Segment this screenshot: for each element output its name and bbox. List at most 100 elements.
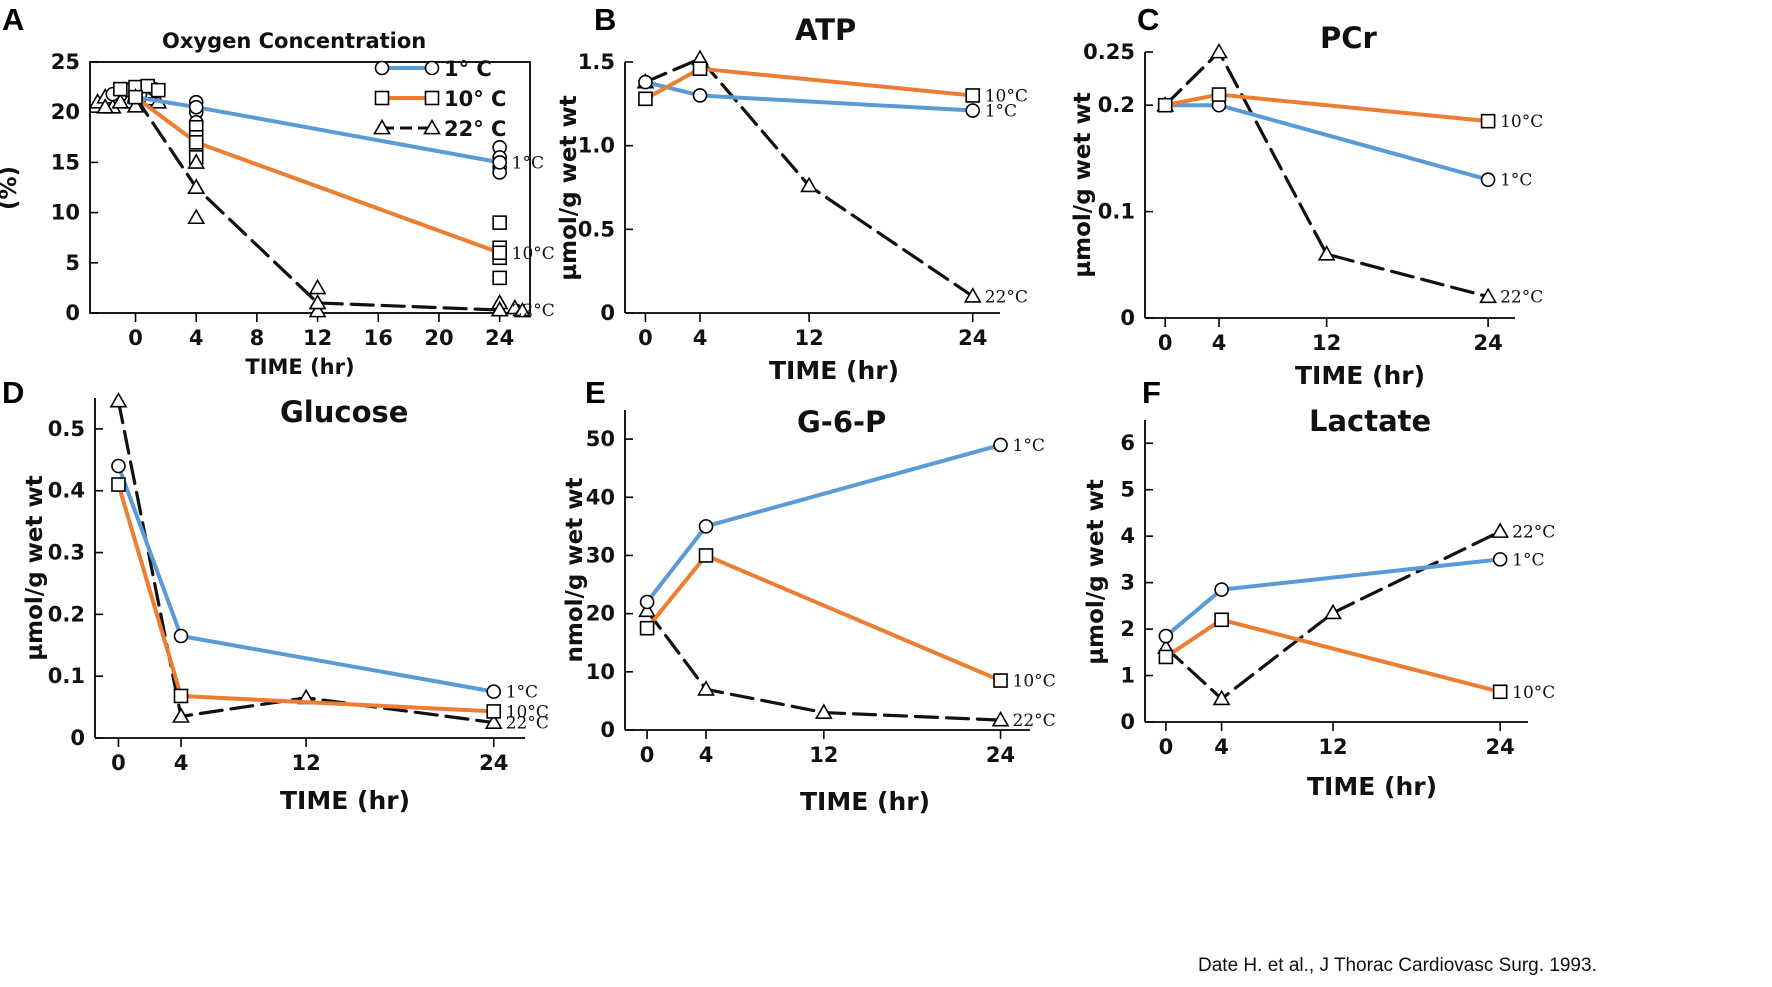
x-tick-label: 0 [640, 743, 655, 767]
data-point [1492, 684, 1508, 700]
data-point [109, 391, 128, 408]
data-point [111, 477, 126, 492]
series-10-c: 10°C [128, 89, 555, 264]
x-tick-label: 24 [479, 751, 508, 775]
panel-letter: A [2, 2, 24, 37]
series-1-c: 1°C [111, 458, 538, 703]
raw-point-triangle [308, 301, 327, 318]
y-tick-label: 0.1 [48, 664, 85, 688]
raw-point-square [113, 81, 128, 97]
data-point [172, 707, 190, 723]
series-1-c: 1°C [1158, 550, 1544, 644]
series-1-c: 1°C [1157, 97, 1532, 191]
y-axis-label: nmol/g wet wt [562, 478, 588, 663]
y-tick-label: 0 [1120, 306, 1135, 330]
data-point [1324, 603, 1342, 620]
series-end-label: 10°C [985, 86, 1028, 106]
series-line [1163, 50, 1490, 299]
y-tick-label: 0 [70, 726, 85, 750]
x-tick-label: 12 [794, 326, 823, 350]
data-point [1492, 552, 1508, 567]
x-tick-label: 4 [1214, 735, 1229, 759]
data-point [1210, 42, 1228, 59]
series-end-label: 10°C [1512, 683, 1555, 703]
y-axis-label: µmol/g wet wt [1070, 92, 1096, 278]
y-tick-label: 10 [51, 201, 80, 225]
data-point [991, 710, 1010, 727]
raw-point-triangle [187, 153, 206, 169]
x-tick-label: 4 [693, 326, 708, 350]
series-22-c: 22°C [1156, 42, 1543, 308]
series-end-label: 10°C [506, 702, 549, 722]
series-end-label: 1°C [1512, 550, 1544, 570]
data-point [1480, 113, 1496, 129]
raw-point-triangle [187, 208, 206, 225]
panel-letter: F [1142, 375, 1161, 410]
x-tick-label: 8 [250, 326, 265, 350]
data-point [1317, 245, 1336, 261]
series-end-label: 22°C [512, 301, 555, 321]
data-point [638, 74, 653, 90]
chart-title: G-6-P [797, 405, 886, 439]
series-10-c: 10°C [1158, 612, 1555, 703]
series-end-label: 22°C [985, 287, 1028, 307]
series-end-label: 1°C [512, 153, 544, 173]
data-point [1479, 287, 1497, 304]
legend-label: 22° C [444, 117, 506, 141]
chart-title: Lactate [1309, 404, 1431, 438]
raw-point-square [492, 270, 507, 286]
data-point [993, 437, 1008, 453]
data-point [993, 673, 1008, 688]
panel-letter: D [2, 375, 24, 410]
y-tick-label: 0.3 [48, 541, 85, 565]
data-point [1158, 628, 1174, 644]
legend-marker [374, 90, 390, 106]
x-tick-label: 24 [1473, 331, 1502, 355]
series-end-label: 1°C [985, 102, 1017, 122]
data-point [963, 287, 982, 303]
x-tick-label: 24 [986, 743, 1015, 767]
data-point [486, 704, 502, 719]
x-tick-label: 12 [1312, 331, 1341, 355]
data-point [187, 178, 206, 194]
y-tick-label: 0.5 [48, 417, 85, 441]
y-tick-label: 0.1 [1098, 200, 1135, 224]
data-point [1211, 87, 1227, 102]
x-tick-label: 24 [485, 326, 514, 350]
data-point [638, 601, 656, 618]
y-tick-label: 4 [1120, 524, 1135, 548]
raw-point-triangle [308, 278, 327, 295]
x-axis-label: TIME (hr) [280, 786, 410, 815]
x-axis-label: TIME (hr) [245, 355, 354, 379]
x-tick-label: 4 [1212, 331, 1227, 355]
data-point [814, 703, 833, 719]
data-point [111, 458, 126, 474]
series-line [116, 399, 496, 725]
x-tick-label: 24 [1486, 735, 1515, 759]
series-end-label: 10°C [1500, 112, 1543, 132]
data-point [486, 684, 502, 699]
data-point [965, 88, 981, 103]
y-tick-label: 5 [1120, 478, 1135, 502]
y-tick-label: 3 [1120, 571, 1135, 595]
data-point [490, 300, 509, 317]
x-tick-label: 0 [128, 326, 143, 350]
legend-marker [373, 118, 391, 135]
panel-letter: B [594, 2, 616, 37]
x-tick-label: 0 [638, 326, 653, 350]
panel-d: D Glucose 0 0.1 0.2 0.3 0.4 0.5 0 4 12 24 TIME (hr) µ… [2, 375, 549, 815]
data-point [1212, 689, 1231, 706]
series-end-label: 22°C [1500, 288, 1543, 308]
legend-label: 1° C [444, 57, 492, 81]
series-22-c: 22°C [638, 601, 1056, 731]
x-tick-label: 0 [1158, 331, 1173, 355]
data-point [173, 688, 189, 704]
data-point [1157, 97, 1173, 113]
legend: 1° C 10° C 22° C [373, 57, 506, 141]
x-axis-label: TIME (hr) [1295, 361, 1425, 390]
x-tick-label: 4 [699, 743, 714, 767]
y-tick-label: 30 [586, 543, 615, 567]
y-tick-label: 2 [1120, 617, 1135, 641]
x-tick-label: 24 [958, 326, 987, 350]
